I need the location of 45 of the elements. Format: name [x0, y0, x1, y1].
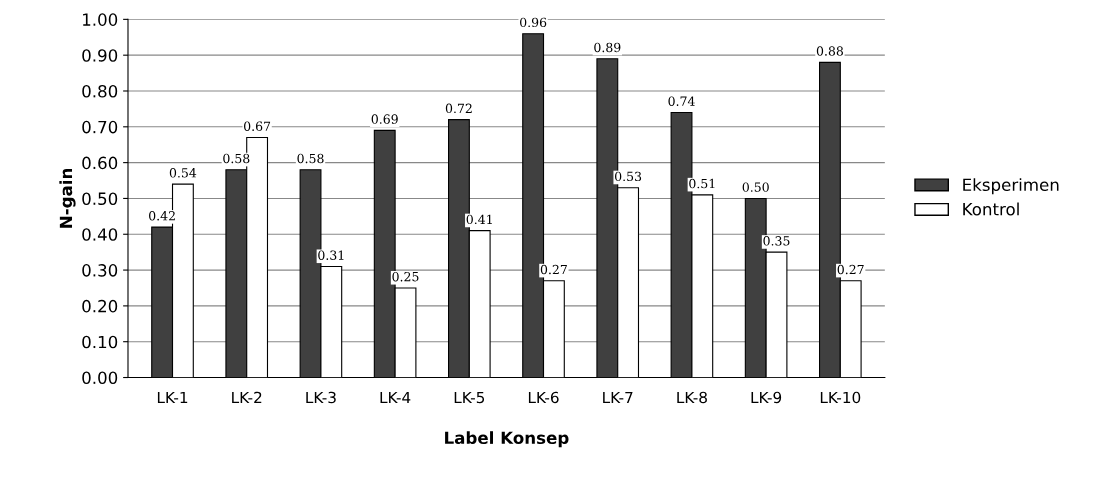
- data-label: 0.31: [318, 250, 344, 260]
- data-label: 0.27: [540, 264, 567, 275]
- y-tick-label: 0.10: [82, 335, 118, 349]
- x-tick-label: LK-4: [380, 391, 411, 404]
- x-tick-label: LK-1: [157, 391, 188, 404]
- y-tick-label: 0.30: [82, 264, 118, 277]
- data-label: 0.58: [223, 153, 250, 164]
- data-label: 0.58: [297, 153, 324, 164]
- x-tick-label: LK-8: [677, 391, 707, 404]
- y-tick-label: 0.20: [82, 299, 118, 313]
- data-label: 0.89: [594, 42, 621, 53]
- x-tick-label: LK-5: [454, 391, 485, 404]
- x-tick-label: LK-10: [820, 391, 861, 404]
- data-label: 0.53: [615, 171, 642, 182]
- data-label: 0.54: [169, 168, 197, 178]
- data-label: 0.67: [244, 121, 271, 131]
- y-tick-label: 0.60: [82, 156, 118, 170]
- y-tick-label: 0.80: [82, 84, 118, 98]
- data-label: 0.42: [149, 211, 175, 221]
- x-tick-label: LK-3: [306, 391, 336, 404]
- x-tick-label: LK-6: [528, 391, 559, 404]
- data-label: 0.50: [742, 182, 769, 192]
- y-tick-label: 0.90: [82, 49, 118, 62]
- x-tick-label: LK-2: [232, 391, 262, 404]
- legend-label: Kontrol: [963, 202, 1019, 216]
- data-label: 0.96: [520, 17, 547, 28]
- data-label: 0.35: [763, 236, 790, 246]
- y-tick-label: 1.00: [82, 13, 118, 26]
- data-label: 0.69: [371, 114, 398, 124]
- y-axis-title: N-gain: [59, 168, 76, 228]
- y-tick-label: 0.40: [82, 228, 118, 241]
- data-label: 0.51: [689, 178, 715, 189]
- data-label: 0.41: [466, 214, 492, 225]
- data-label: 0.72: [445, 103, 472, 114]
- data-label: 0.88: [816, 46, 843, 56]
- x-tick-label: LK-7: [603, 391, 633, 404]
- y-tick-label: 0.70: [82, 120, 118, 134]
- x-tick-label: LK-9: [751, 391, 782, 404]
- legend-label: Eksperimen: [963, 178, 1059, 195]
- y-tick-label: 0.50: [82, 192, 118, 206]
- x-axis-title: Label Konsep: [445, 431, 569, 448]
- data-label: 0.74: [668, 96, 695, 106]
- y-tick-label: 0.00: [82, 371, 118, 385]
- data-label: 0.27: [837, 264, 864, 275]
- data-label: 0.25: [392, 271, 419, 282]
